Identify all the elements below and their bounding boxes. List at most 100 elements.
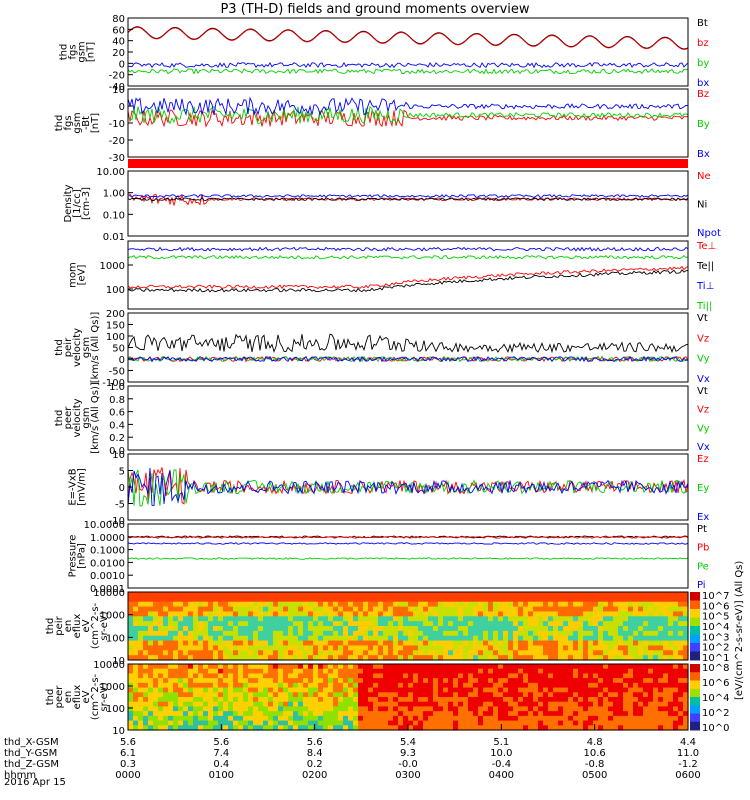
spectrogram-cell <box>603 715 609 722</box>
spectrogram-cell <box>403 725 409 731</box>
spectrogram-cell <box>208 678 214 684</box>
spectrogram-cell <box>593 711 599 717</box>
spectrogram-cell <box>453 692 459 698</box>
spectrogram-cell <box>363 601 369 608</box>
spectrogram-cell <box>218 697 224 703</box>
spectrogram-cell <box>618 692 624 698</box>
spectrogram-cell <box>348 701 354 708</box>
x-tick-label: 5.6 <box>120 737 136 748</box>
spectrogram-cell <box>153 606 159 613</box>
spectrogram-cell <box>458 697 464 703</box>
spectrogram-cell <box>348 616 354 622</box>
spectrogram-cell <box>608 711 614 717</box>
spectrogram-cell <box>398 697 404 703</box>
spectrogram-cell <box>413 635 419 642</box>
spectrogram-cell <box>658 592 664 598</box>
spectrogram-cell <box>508 626 514 632</box>
y-tick-label: -30 <box>109 153 125 164</box>
spectrogram-cell <box>283 606 289 613</box>
spectrogram-cell <box>583 630 589 637</box>
spectrogram-cell <box>408 664 414 670</box>
spectrogram-cell <box>613 706 619 712</box>
spectrogram-cell <box>633 720 639 726</box>
spectrogram-cell <box>388 701 394 708</box>
spectrogram-cell <box>393 626 399 632</box>
spectrogram-cell <box>573 687 579 693</box>
spectrogram-cell <box>553 601 559 608</box>
spectrogram-cell <box>493 621 499 627</box>
spectrogram-cell <box>668 711 674 717</box>
spectrogram-cell <box>468 616 474 622</box>
spectrogram-cell <box>583 701 589 708</box>
spectrogram-cell <box>613 655 619 661</box>
spectrogram-cell <box>273 692 279 698</box>
spectrogram-cell <box>153 706 159 712</box>
spectrogram-cell <box>458 706 464 712</box>
spectrogram-cell <box>683 701 689 708</box>
spectrogram-cell <box>613 592 619 598</box>
spectrogram-cell <box>518 664 524 670</box>
spectrogram-cell <box>498 596 504 603</box>
spectrogram-cell <box>168 687 174 693</box>
series-Bz-line <box>127 109 689 128</box>
spectrogram-cell <box>488 701 494 708</box>
x-row-label: thd_Z-GSM <box>4 759 59 770</box>
spectrogram-cell <box>233 601 239 608</box>
spectrogram-cell <box>288 592 294 598</box>
spectrogram-cell <box>563 650 569 656</box>
spectrogram-cell <box>373 630 379 637</box>
spectrogram-cell <box>143 645 149 651</box>
spectrogram-cell <box>443 701 449 708</box>
spectrogram-cell <box>613 692 619 698</box>
spectrogram-cell <box>668 601 674 608</box>
spectrogram-cell <box>133 692 139 698</box>
spectrogram-cell <box>288 711 294 717</box>
spectrogram-cell <box>603 626 609 632</box>
x-tick-label: -0.4 <box>492 759 512 770</box>
spectrogram-cell <box>483 630 489 637</box>
spectrogram-cell <box>608 715 614 722</box>
spectrogram-cell <box>313 687 319 693</box>
spectrogram-cell <box>178 645 184 651</box>
spectrogram-cell <box>413 601 419 608</box>
spectrogram-cell <box>608 606 614 613</box>
spectrogram-cell <box>428 678 434 684</box>
spectrogram-cell <box>548 635 554 642</box>
x-tick-label: 4.8 <box>587 737 603 748</box>
spectrogram-cell <box>578 682 584 689</box>
spectrogram-cell <box>363 725 369 731</box>
x-tick-label: 7.4 <box>213 748 229 759</box>
spectrogram-cell <box>323 687 329 693</box>
x-tick-label: 10.0 <box>490 748 512 759</box>
spectrogram-cell <box>373 606 379 613</box>
spectrogram-cell <box>628 630 634 637</box>
spectrogram-cell <box>558 592 564 598</box>
spectrogram-cell <box>563 725 569 731</box>
spectrogram-cell <box>528 687 534 693</box>
spectrogram-cell <box>628 711 634 717</box>
spectrogram-cell <box>183 715 189 722</box>
spectrogram-cell <box>518 678 524 684</box>
spectrogram-cell <box>573 697 579 703</box>
spectrogram-cell <box>258 678 264 684</box>
spectrogram-cell <box>238 682 244 689</box>
spectrogram-cell <box>648 635 654 642</box>
spectrogram-cell <box>578 630 584 637</box>
y-axis-label: (cm^2-s- <box>90 673 101 720</box>
spectrogram-cell <box>463 725 469 731</box>
spectrogram-cell <box>528 678 534 684</box>
spectrogram-cell <box>673 711 679 717</box>
spectrogram-cell <box>668 635 674 642</box>
spectrogram-cell <box>583 616 589 622</box>
spectrogram-cell <box>353 711 359 717</box>
spectrogram-cell <box>458 687 464 693</box>
spectrogram-cell <box>293 715 299 722</box>
spectrogram-cell <box>628 673 634 679</box>
spectrogram-cell <box>643 697 649 703</box>
spectrogram-cell <box>338 601 344 608</box>
spectrogram-cell <box>213 687 219 693</box>
spectrogram-cell <box>563 687 569 693</box>
spectrogram-cell <box>563 616 569 622</box>
spectrogram-cell <box>638 596 644 603</box>
spectrogram-cell <box>628 668 634 675</box>
